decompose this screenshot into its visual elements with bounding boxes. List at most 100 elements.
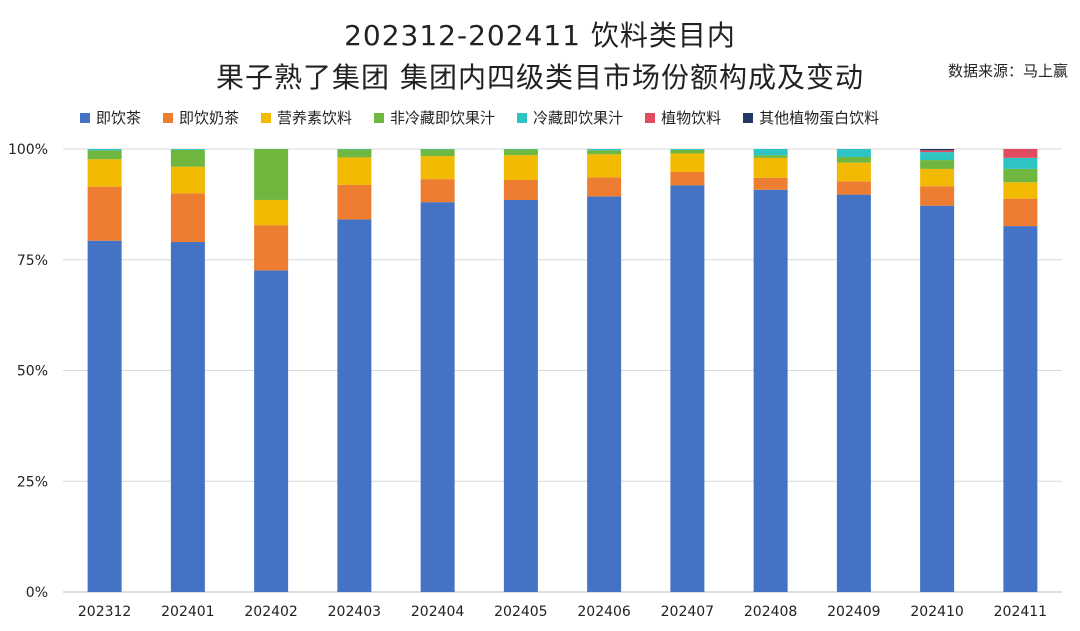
bar-segment-202407-1	[670, 172, 705, 186]
bar-segment-202409-4	[836, 149, 871, 157]
y-tick-label: 0%	[26, 585, 48, 601]
bar-segment-202409-1	[836, 181, 871, 195]
x-tick-label: 202404	[411, 604, 465, 620]
legend-swatch-3	[374, 112, 385, 123]
legend-swatch-2	[261, 112, 272, 123]
bar-segment-202402-2	[254, 199, 289, 226]
bar-segment-202312-0	[87, 240, 122, 592]
bar-segment-202410-1	[920, 186, 955, 206]
y-tick-label: 25%	[17, 474, 48, 490]
bar-segment-202402-1	[254, 225, 289, 271]
legend-swatch-1	[163, 112, 174, 123]
legend-item-2: 营养素饮料	[261, 107, 352, 128]
bar-segment-202406-1	[587, 177, 622, 197]
bar-segment-202403-1	[337, 184, 372, 220]
legend-item-0: 即饮茶	[80, 107, 141, 128]
bar-segment-202406-0	[587, 196, 622, 592]
bar-segment-202405-3	[503, 149, 538, 156]
bar-segment-202402-3	[254, 149, 289, 200]
x-tick-label: 202312	[78, 604, 131, 620]
bar-segment-202401-0	[170, 242, 205, 592]
bar-segment-202401-3	[170, 149, 205, 167]
x-tick-label: 202411	[994, 604, 1047, 620]
legend-label-5: 植物饮料	[661, 109, 722, 127]
bar-segment-202401-1	[170, 193, 205, 243]
bar-segment-202406-4	[587, 149, 622, 151]
data-source-label: 数据来源：马上赢	[947, 62, 1068, 80]
chart-legend: 即饮茶 即饮奶茶 营养素饮料 非冷藏即饮果汁 冷藏即饮果汁 植物饮料 其他植物蛋白饮料	[80, 107, 879, 128]
bar-segment-202411-2	[1003, 182, 1038, 199]
bar-segment-202408-3	[753, 155, 788, 158]
bar-segment-202403-0	[337, 219, 372, 592]
x-tick-label: 202406	[577, 604, 631, 620]
bar-segment-202401-4	[170, 149, 205, 150]
bar-segment-202410-2	[920, 168, 955, 187]
bar-segment-202404-3	[420, 149, 455, 157]
bar-segment-202409-0	[836, 194, 871, 592]
bar-segment-202403-2	[337, 157, 372, 185]
bar-segment-202409-3	[836, 156, 871, 163]
bar-segment-202410-0	[920, 205, 955, 592]
legend-label-1: 即饮奶茶	[179, 109, 240, 127]
y-tick-label: 50%	[17, 364, 48, 380]
legend-item-1: 即饮奶茶	[163, 107, 239, 128]
bar-segment-202406-3	[587, 150, 622, 155]
legend-item-3: 非冷藏即饮果汁	[374, 107, 495, 128]
bar-segment-202407-4	[670, 149, 705, 150]
bar-segment-202411-0	[1003, 226, 1038, 592]
x-tick-label: 202403	[328, 604, 381, 620]
x-tick-label: 202409	[827, 604, 880, 620]
bar-segment-202403-3	[337, 149, 372, 158]
y-tick-label: 75%	[17, 253, 48, 269]
bar-segment-202405-1	[503, 180, 538, 200]
bar-segment-202404-1	[420, 179, 455, 203]
bar-segment-202407-0	[670, 185, 705, 592]
legend-item-4: 冷藏即饮果汁	[517, 107, 623, 128]
bar-segment-202406-2	[587, 154, 622, 178]
bar-segment-202411-4	[1003, 157, 1038, 169]
bar-segment-202404-2	[420, 156, 455, 180]
legend-swatch-0	[80, 112, 90, 123]
bar-segment-202312-4	[87, 149, 122, 151]
legend-label-2: 营养素饮料	[277, 109, 353, 127]
legend-swatch-4	[517, 112, 528, 123]
bar-segment-202408-2	[753, 157, 788, 178]
legend-item-6: 其他植物蛋白饮料	[743, 107, 879, 128]
x-tick-label: 202401	[161, 604, 214, 620]
legend-item-5: 植物饮料	[645, 107, 721, 128]
legend-swatch-6	[743, 112, 754, 123]
bar-segment-202410-5	[920, 150, 955, 153]
bar-segment-202312-3	[87, 150, 122, 160]
bar-segment-202312-1	[87, 186, 122, 241]
bar-segment-202411-3	[1003, 168, 1038, 183]
chart-title-line2: 果子熟了集团 集团内四级类目市场份额构成及变动	[216, 61, 864, 94]
bar-segment-202407-3	[670, 149, 705, 154]
bar-segment-202411-1	[1003, 198, 1038, 227]
legend-label-3: 非冷藏即饮果汁	[390, 109, 496, 127]
legend-label-4: 冷藏即饮果汁	[533, 109, 624, 127]
x-tick-label: 202407	[661, 604, 714, 620]
bar-segment-202408-1	[753, 177, 788, 190]
y-tick-label: 100%	[8, 142, 48, 158]
bar-segment-202410-3	[920, 160, 955, 169]
bar-segment-202404-0	[420, 202, 455, 592]
chart-title-line1: 202312-202411 饮料类目内	[344, 19, 736, 52]
bar-segment-202410-4	[920, 152, 955, 161]
bar-segment-202402-0	[254, 270, 289, 592]
bar-segment-202401-2	[170, 166, 205, 194]
x-tick-label: 202408	[744, 604, 797, 620]
bar-segment-202405-0	[503, 199, 538, 592]
legend-label-0: 即饮茶	[96, 109, 142, 127]
bar-segment-202312-2	[87, 159, 122, 187]
bar-segment-202409-2	[836, 162, 871, 182]
legend-swatch-5	[645, 112, 656, 123]
x-tick-label: 202410	[910, 604, 963, 620]
x-tick-label: 202405	[494, 604, 547, 620]
bar-segment-202407-2	[670, 153, 705, 173]
bar-segment-202410-6	[920, 149, 955, 151]
legend-label-6: 其他植物蛋白饮料	[759, 109, 880, 127]
bar-segment-202405-2	[503, 155, 538, 181]
bar-segment-202408-4	[753, 149, 788, 156]
bar-segment-202411-5	[1003, 149, 1038, 158]
